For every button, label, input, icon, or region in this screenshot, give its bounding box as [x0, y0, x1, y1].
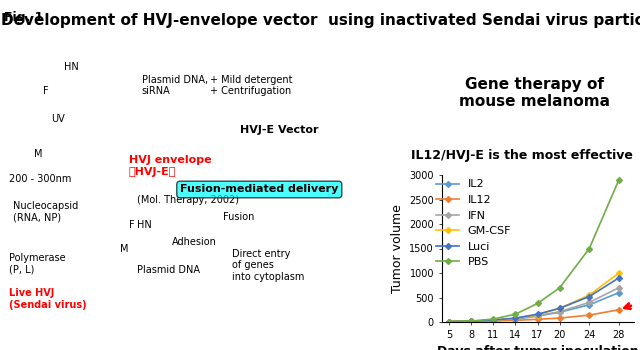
IL12 [490, 319, 497, 323]
PBS [445, 320, 453, 324]
X-axis label: Days after tumor inoculation: Days after tumor inoculation [436, 345, 639, 350]
PBS [511, 312, 519, 316]
Luci [586, 294, 593, 299]
Text: Plasmid DNA: Plasmid DNA [137, 265, 200, 275]
Luci [490, 318, 497, 322]
GM-CSF [534, 313, 541, 317]
IL12 [586, 313, 593, 317]
Text: HVJ envelope
〈HVJ-E〉: HVJ envelope 〈HVJ-E〉 [129, 155, 211, 177]
IL12 [511, 318, 519, 322]
Luci [467, 319, 475, 323]
GM-CSF [615, 271, 623, 275]
IL12 [467, 319, 475, 323]
Text: M: M [120, 244, 129, 254]
Line: IL12: IL12 [447, 308, 621, 324]
IL12 [556, 316, 564, 320]
GM-CSF [556, 306, 564, 310]
Luci [556, 306, 564, 310]
PBS [534, 301, 541, 306]
IFN [490, 318, 497, 322]
IFN [534, 314, 541, 318]
IFN [556, 310, 564, 314]
Text: UV: UV [51, 114, 65, 125]
Text: Fig. 1: Fig. 1 [4, 10, 44, 23]
Line: GM-CSF: GM-CSF [447, 271, 621, 324]
Line: PBS: PBS [447, 178, 621, 324]
PBS [490, 317, 497, 321]
IL12 [615, 308, 623, 312]
IFN [586, 300, 593, 304]
Text: HVJ-E Vector: HVJ-E Vector [240, 125, 319, 135]
PBS [556, 286, 564, 290]
Line: Luci: Luci [447, 276, 621, 324]
IL2 [586, 303, 593, 307]
PBS [467, 319, 475, 323]
PBS [586, 246, 593, 251]
Text: Adhesion: Adhesion [172, 237, 216, 247]
Text: IL12/HVJ-E is the most effective: IL12/HVJ-E is the most effective [411, 149, 632, 162]
Legend: IL2, IL12, IFN, GM-CSF, Luci, PBS: IL2, IL12, IFN, GM-CSF, Luci, PBS [432, 175, 515, 272]
Text: M: M [35, 149, 43, 160]
IFN [467, 319, 475, 323]
Text: Gene therapy of
mouse melanoma: Gene therapy of mouse melanoma [459, 77, 610, 109]
Text: 200 - 300nm: 200 - 300nm [8, 174, 71, 184]
GM-CSF [445, 320, 453, 324]
Text: (Mol. Therapy, 2002): (Mol. Therapy, 2002) [137, 195, 239, 205]
Luci [534, 312, 541, 316]
IL2 [490, 318, 497, 323]
Text: Nucleocapsid
(RNA, NP): Nucleocapsid (RNA, NP) [13, 201, 78, 223]
Line: IFN: IFN [447, 286, 621, 324]
IL12 [445, 320, 453, 324]
IL2 [556, 310, 564, 314]
Luci [615, 276, 623, 280]
IL12 [534, 317, 541, 321]
Text: HN: HN [64, 62, 79, 72]
Line: IL2: IL2 [447, 290, 621, 324]
Luci [445, 320, 453, 324]
Text: Development of HVJ-envelope vector  using inactivated Sendai virus particle: Development of HVJ-envelope vector using… [1, 14, 640, 28]
Text: HN: HN [137, 219, 152, 230]
IL2 [445, 320, 453, 324]
IL2 [534, 314, 541, 318]
Text: + Mild detergent
+ Centrifugation: + Mild detergent + Centrifugation [210, 75, 292, 97]
IL2 [467, 319, 475, 323]
Text: Fusion-mediated delivery: Fusion-mediated delivery [180, 184, 339, 195]
Text: Plasmid DNA,
siRNA: Plasmid DNA, siRNA [141, 75, 207, 97]
Text: Fusion: Fusion [223, 212, 254, 223]
Text: Live HVJ
(Sendai virus): Live HVJ (Sendai virus) [8, 288, 86, 310]
IFN [615, 286, 623, 290]
Luci [511, 316, 519, 320]
Text: F: F [129, 219, 134, 230]
IFN [511, 316, 519, 321]
Text: Polymerase
(P, L): Polymerase (P, L) [8, 253, 65, 275]
Text: Direct entry
of genes
into cytoplasm: Direct entry of genes into cytoplasm [232, 249, 304, 282]
PBS [615, 178, 623, 182]
IL2 [615, 290, 623, 295]
IFN [445, 320, 453, 324]
GM-CSF [586, 293, 593, 297]
GM-CSF [467, 319, 475, 323]
Y-axis label: Tumor volume: Tumor volume [390, 204, 404, 293]
GM-CSF [511, 316, 519, 321]
Text: F: F [43, 86, 49, 97]
IL2 [511, 317, 519, 321]
GM-CSF [490, 318, 497, 322]
